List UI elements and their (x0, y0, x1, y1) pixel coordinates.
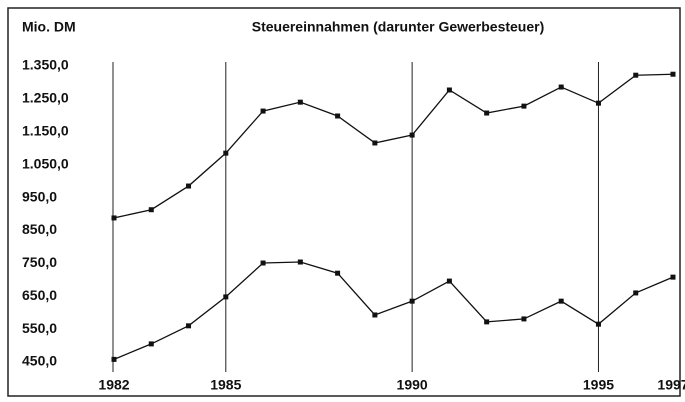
x-tick-label: 1997 (657, 377, 685, 393)
point (484, 319, 490, 325)
y-tick-label: 850,0 (22, 221, 57, 237)
y-tick-label: 1.350,0 (22, 57, 69, 73)
point (558, 84, 564, 90)
point (409, 132, 415, 138)
point (186, 183, 192, 189)
point (186, 323, 192, 329)
point (111, 215, 117, 221)
y-tick-label: 1.050,0 (22, 155, 69, 171)
point (595, 321, 601, 327)
point (335, 270, 341, 276)
point (670, 71, 676, 77)
y-tick-label: 750,0 (22, 254, 57, 270)
chart-title: Steuereinnahmen (darunter Gewerbesteuer) (252, 19, 545, 35)
point (260, 108, 266, 114)
point (260, 260, 266, 266)
point (297, 259, 303, 265)
point (409, 298, 415, 304)
point (633, 72, 639, 78)
point (111, 356, 117, 362)
point (670, 274, 676, 280)
point (521, 316, 527, 322)
series-line (113, 261, 674, 360)
point (223, 294, 229, 300)
y-tick-label: 550,0 (22, 320, 57, 336)
point (633, 290, 639, 296)
x-tick-label: 1982 (98, 377, 129, 393)
y-tick-label: 1.250,0 (22, 90, 69, 106)
point (372, 312, 378, 318)
point (595, 100, 601, 106)
point (484, 110, 490, 116)
point (446, 278, 452, 284)
point (148, 207, 154, 213)
x-tick-label: 1990 (397, 377, 428, 393)
y-axis-label: Mio. DM (22, 19, 76, 35)
y-tick-label: 1.150,0 (22, 122, 69, 138)
point (521, 103, 527, 109)
point (335, 113, 341, 119)
x-tick-label: 1995 (583, 377, 614, 393)
y-tick-label: 450,0 (22, 353, 57, 369)
series-line (113, 73, 674, 219)
point (446, 87, 452, 93)
point (558, 298, 564, 304)
point (372, 140, 378, 146)
y-tick-label: 650,0 (22, 287, 57, 303)
x-tick-label: 1985 (210, 377, 241, 393)
point (223, 150, 229, 156)
point (148, 341, 154, 347)
frame (7, 7, 681, 397)
point (297, 99, 303, 105)
y-tick-label: 950,0 (22, 188, 57, 204)
